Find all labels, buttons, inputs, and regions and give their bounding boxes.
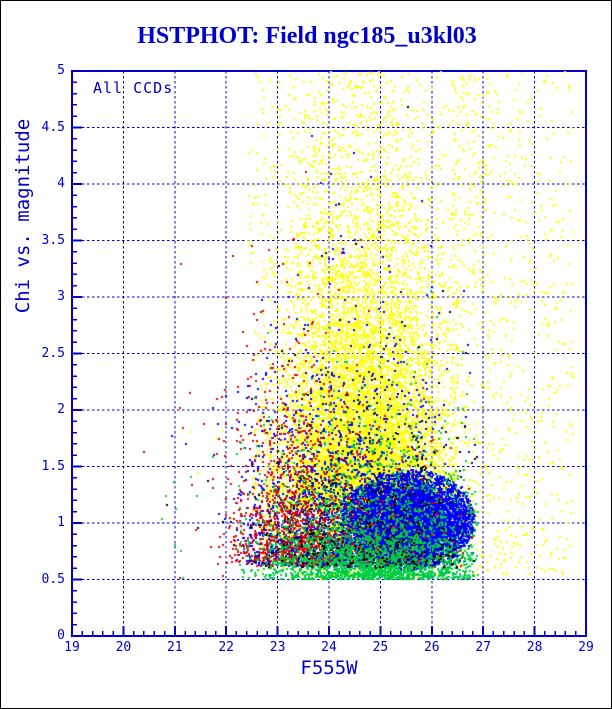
plot-title: HSTPHOT: Field ngc185_u3kl03 (137, 23, 477, 49)
y-tick-label: 1.5 (41, 458, 65, 474)
y-axis-label: Chi vs. magnitude (12, 118, 34, 314)
x-tick-label: 26 (423, 640, 440, 655)
y-tick-label: 1 (57, 515, 65, 530)
ccd-annotation: All CCDs (93, 79, 174, 97)
x-axis-label: F555W (300, 657, 358, 679)
y-tick-label: 3.5 (41, 232, 65, 248)
y-tick-label: 3 (57, 289, 65, 304)
x-tick-label: 23 (269, 640, 286, 655)
y-axis-label-box: Chi vs. magnitude (3, 71, 43, 361)
x-tick-label: 29 (578, 640, 594, 655)
x-tick-label: 21 (166, 640, 183, 655)
x-tick-label: 24 (321, 640, 337, 655)
y-tick-label: 5 (57, 63, 65, 78)
x-tick-label: 19 (64, 640, 80, 655)
y-tick-label: 4.5 (41, 119, 65, 135)
y-tick-label: 2 (57, 402, 65, 417)
y-tick-label: 0.5 (41, 571, 65, 587)
x-tick-label: 27 (475, 640, 492, 655)
x-tick-label: 25 (372, 640, 389, 655)
y-tick-label: 2.5 (41, 345, 65, 361)
x-tick-label: 22 (218, 640, 235, 655)
y-tick-label: 4 (57, 176, 65, 191)
x-tick-label: 28 (526, 640, 543, 655)
x-tick-label: 20 (115, 640, 132, 655)
scatter-points-canvas (72, 71, 586, 636)
y-tick-label: 0 (57, 628, 65, 643)
